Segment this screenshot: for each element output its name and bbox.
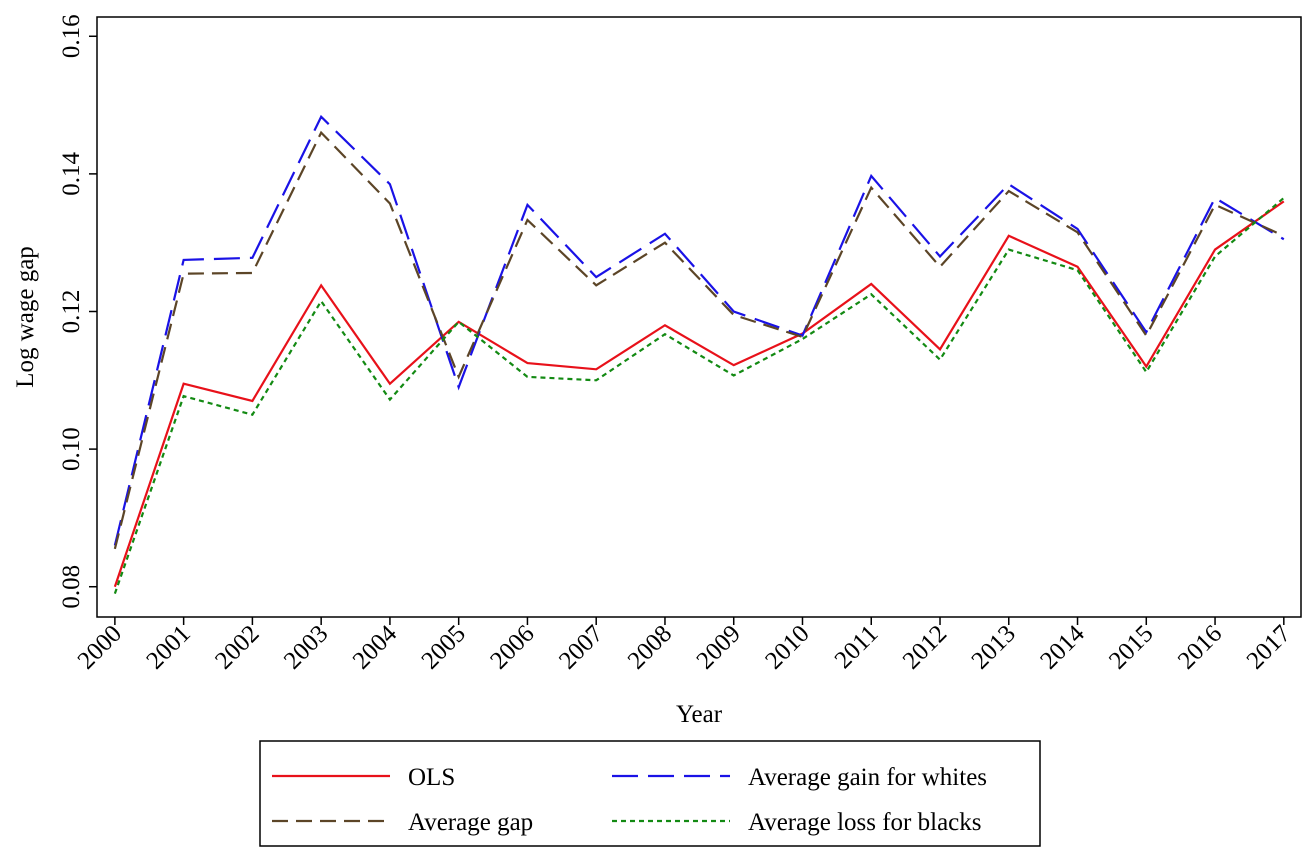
series-line — [113, 130, 1285, 550]
y-tick-label: 0.14 — [58, 152, 85, 196]
legend-label: Average loss for blacks — [748, 809, 981, 836]
x-tick-label: 2003 — [279, 620, 333, 674]
x-tick-label: 2016 — [1173, 620, 1227, 674]
plot-frame — [96, 16, 1302, 618]
x-tick-label: 2009 — [692, 620, 746, 674]
series-line — [113, 197, 1285, 594]
legend-label: OLS — [408, 764, 455, 791]
legend-label: Average gain for whites — [748, 764, 987, 791]
x-tick-label: 2010 — [760, 620, 814, 674]
x-tick-label: 2015 — [1104, 620, 1158, 674]
legend-label: Average gap — [408, 809, 533, 836]
y-tick-label: 0.12 — [58, 290, 85, 334]
x-tick-label: 2014 — [1035, 620, 1090, 675]
y-tick-label: 0.16 — [58, 14, 85, 58]
x-tick-label: 2012 — [898, 620, 952, 674]
y-tick-label: 0.08 — [58, 565, 85, 609]
legend-box — [259, 740, 1041, 847]
y-axis-label: Log wage gap — [12, 246, 39, 388]
x-tick-label: 2017 — [1242, 620, 1296, 674]
x-tick-label: 2006 — [485, 620, 539, 674]
x-tick-label: 2007 — [554, 620, 608, 674]
x-tick-label: 2004 — [348, 620, 403, 675]
x-axis-label: Year — [676, 701, 723, 728]
x-tick-label: 2001 — [141, 620, 195, 674]
series-line — [113, 200, 1285, 588]
x-tick-label: 2002 — [210, 620, 264, 674]
x-tick-label: 2008 — [623, 620, 677, 674]
series-line — [113, 114, 1285, 546]
x-tick-label: 2005 — [416, 620, 470, 674]
x-tick-label: 2013 — [967, 620, 1021, 674]
x-tick-label: 2000 — [73, 620, 127, 674]
x-tick-label: 2011 — [830, 620, 884, 674]
y-tick-label: 0.10 — [58, 427, 85, 471]
